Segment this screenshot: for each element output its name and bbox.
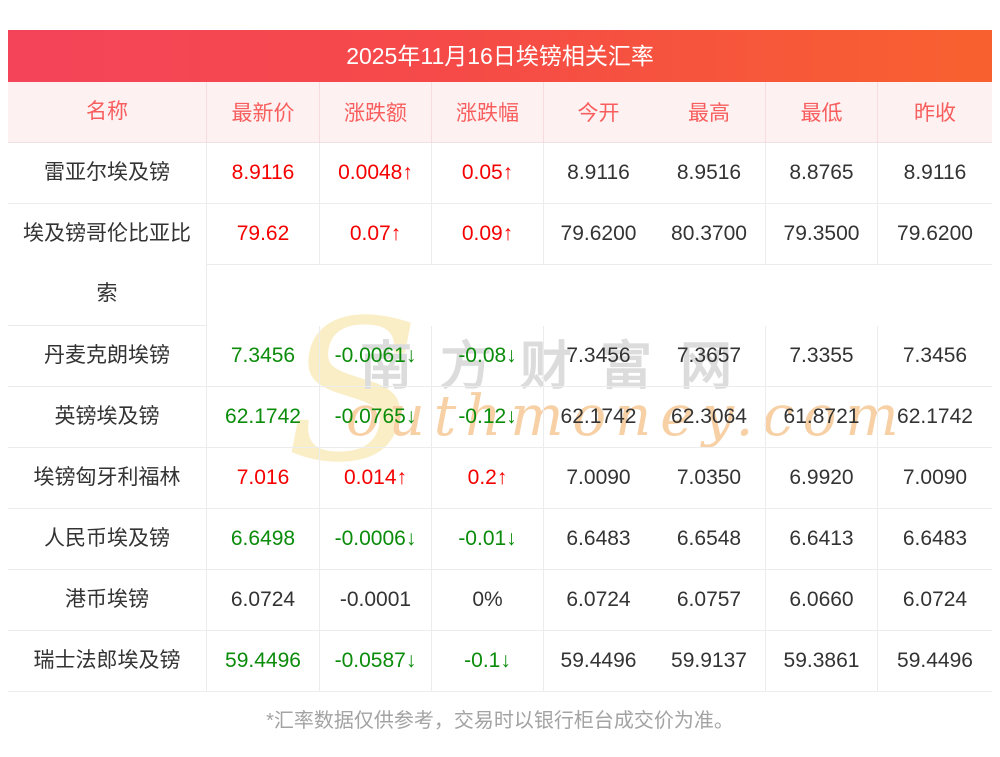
column-header-high: 最高	[653, 82, 765, 143]
high-price: 6.0757	[653, 570, 765, 631]
change-amount: -0.0006↓	[319, 509, 431, 570]
prev-close-price: 6.0724	[877, 570, 992, 631]
footer-note: *汇率数据仅供参考，交易时以银行柜台成交价为准。	[266, 710, 734, 732]
change-amount: -0.0061↓	[319, 326, 431, 387]
low-price: 6.9920	[765, 448, 877, 509]
open-price: 6.0724	[543, 570, 653, 631]
currency-pair-name: 丹麦克朗埃镑	[8, 326, 207, 387]
low-price: 59.3861	[765, 631, 877, 692]
high-price: 7.3657	[653, 326, 765, 387]
currency-pair-name: 瑞士法郎埃及镑	[8, 631, 207, 692]
open-price: 79.6200	[543, 204, 653, 265]
change-percent: 0.2↑	[431, 448, 543, 509]
open-price: 7.0090	[543, 448, 653, 509]
prev-close-price: 6.6483	[877, 509, 992, 570]
table-row: 瑞士法郎埃及镑 59.4496 -0.0587↓ -0.1↓ 59.4496 5…	[8, 631, 992, 692]
high-price: 80.3700	[653, 204, 765, 265]
latest-price: 7.016	[207, 448, 319, 509]
column-header-prev-close: 昨收	[877, 82, 992, 143]
prev-close-price: 7.0090	[877, 448, 992, 509]
table-row: 港币埃镑 6.0724 -0.0001 0% 6.0724 6.0757 6.0…	[8, 570, 992, 631]
high-price: 59.9137	[653, 631, 765, 692]
prev-close-price: 59.4496	[877, 631, 992, 692]
table-header-row: 名称 最新价 涨跌额 涨跌幅 今开 最高 最低 昨收	[8, 82, 992, 143]
prev-close-price: 62.1742	[877, 387, 992, 448]
open-price: 8.9116	[543, 143, 653, 204]
currency-pair-name: 雷亚尔埃及镑	[8, 143, 207, 204]
latest-price: 62.1742	[207, 387, 319, 448]
latest-price: 6.0724	[207, 570, 319, 631]
column-header-change: 涨跌额	[319, 82, 431, 143]
table-row: 埃镑匈牙利福林 7.016 0.014↑ 0.2↑ 7.0090 7.0350 …	[8, 448, 992, 509]
open-price: 59.4496	[543, 631, 653, 692]
change-percent: -0.12↓	[431, 387, 543, 448]
change-amount: 0.0048↑	[319, 143, 431, 204]
high-price: 62.3064	[653, 387, 765, 448]
table-row: 人民币埃及镑 6.6498 -0.0006↓ -0.01↓ 6.6483 6.6…	[8, 509, 992, 570]
change-percent: 0.05↑	[431, 143, 543, 204]
column-header-open: 今开	[543, 82, 653, 143]
low-price: 6.0660	[765, 570, 877, 631]
latest-price: 8.9116	[207, 143, 319, 204]
table-row: 雷亚尔埃及镑 8.9116 0.0048↑ 0.05↑ 8.9116 8.951…	[8, 143, 992, 204]
low-price: 79.3500	[765, 204, 877, 265]
column-header-change-pct: 涨跌幅	[431, 82, 543, 143]
change-amount: 0.014↑	[319, 448, 431, 509]
change-amount: -0.0587↓	[319, 631, 431, 692]
table-row: 英镑埃及镑 62.1742 -0.0765↓ -0.12↓ 62.1742 62…	[8, 387, 992, 448]
low-price: 7.3355	[765, 326, 877, 387]
currency-pair-name: 埃镑匈牙利福林	[8, 448, 207, 509]
currency-pair-name: 人民币埃及镑	[8, 509, 207, 570]
prev-close-price: 8.9116	[877, 143, 992, 204]
change-percent: 0.09↑	[431, 204, 543, 265]
low-price: 61.8721	[765, 387, 877, 448]
title-banner: 2025年11月16日埃镑相关汇率	[8, 30, 992, 82]
rows-container: 雷亚尔埃及镑 8.9116 0.0048↑ 0.05↑ 8.9116 8.951…	[8, 143, 992, 692]
high-price: 8.9516	[653, 143, 765, 204]
column-header-low: 最低	[765, 82, 877, 143]
open-price: 7.3456	[543, 326, 653, 387]
column-header-latest: 最新价	[207, 82, 319, 143]
open-price: 6.6483	[543, 509, 653, 570]
rates-table: S 南方财富网 outhmoney.com 名称 最新价 涨跌额 涨跌幅 今开 …	[8, 82, 992, 692]
change-percent: -0.08↓	[431, 326, 543, 387]
open-price: 62.1742	[543, 387, 653, 448]
low-price: 8.8765	[765, 143, 877, 204]
low-price: 6.6413	[765, 509, 877, 570]
latest-price: 6.6498	[207, 509, 319, 570]
latest-price: 59.4496	[207, 631, 319, 692]
change-percent: -0.01↓	[431, 509, 543, 570]
currency-pair-name: 英镑埃及镑	[8, 387, 207, 448]
change-amount: 0.07↑	[319, 204, 431, 265]
latest-price: 7.3456	[207, 326, 319, 387]
change-amount: -0.0765↓	[319, 387, 431, 448]
prev-close-price: 7.3456	[877, 326, 992, 387]
high-price: 7.0350	[653, 448, 765, 509]
column-header-name: 名称	[8, 82, 207, 143]
change-percent: 0%	[431, 570, 543, 631]
high-price: 6.6548	[653, 509, 765, 570]
change-amount: -0.0001	[319, 570, 431, 631]
latest-price: 79.62	[207, 204, 319, 265]
change-percent: -0.1↓	[431, 631, 543, 692]
table-row: 丹麦克朗埃镑 7.3456 -0.0061↓ -0.08↓ 7.3456 7.3…	[8, 326, 992, 387]
page-title: 2025年11月16日埃镑相关汇率	[346, 43, 654, 69]
table-row: 埃及镑哥伦比亚比索 79.62 0.07↑ 0.09↑ 79.6200 80.3…	[8, 204, 992, 326]
currency-pair-name: 港币埃镑	[8, 570, 207, 631]
prev-close-price: 79.6200	[877, 204, 992, 265]
currency-pair-name: 埃及镑哥伦比亚比索	[8, 204, 207, 326]
